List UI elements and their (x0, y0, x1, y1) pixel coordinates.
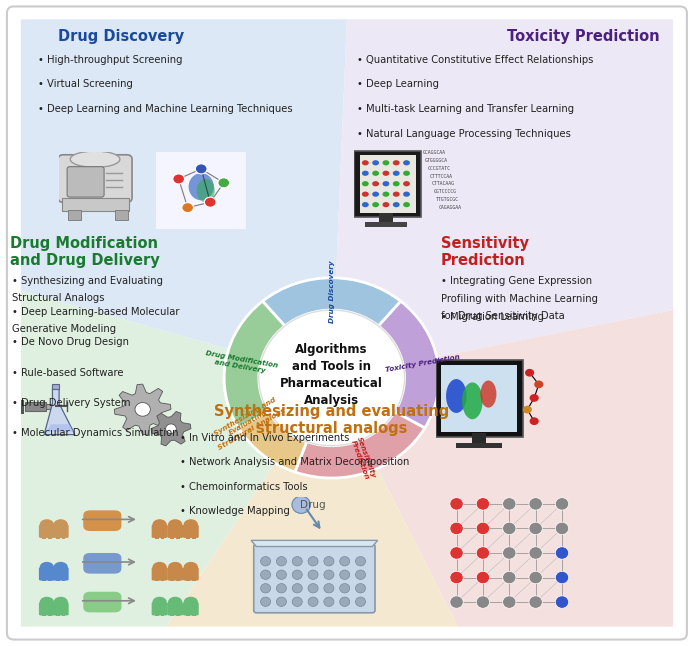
Polygon shape (21, 291, 332, 627)
Text: • Knowledge Mapping: • Knowledge Mapping (181, 506, 290, 516)
Text: Drug Discovery: Drug Discovery (58, 29, 185, 44)
Text: • Deep Learning and Machine Learning Techniques: • Deep Learning and Machine Learning Tec… (38, 104, 293, 114)
Text: • Multi-task Learning and Transfer Learning: • Multi-task Learning and Transfer Learn… (357, 104, 575, 114)
Polygon shape (21, 19, 347, 378)
Wedge shape (379, 301, 439, 428)
Wedge shape (224, 360, 307, 472)
Text: • Migration Learning: • Migration Learning (440, 312, 544, 322)
Polygon shape (332, 310, 673, 627)
Text: Drug Modification
and Delivery: Drug Modification and Delivery (204, 350, 278, 376)
Text: • High-throughput Screening: • High-throughput Screening (38, 55, 183, 65)
Text: Generative Modeling: Generative Modeling (13, 324, 117, 333)
Text: • Integrating Gene Expression: • Integrating Gene Expression (440, 276, 592, 286)
Circle shape (259, 310, 405, 446)
Text: • Molecular Dynamics Simulation: • Molecular Dynamics Simulation (13, 428, 179, 438)
Text: for Drug Sensitivity Data: for Drug Sensitivity Data (440, 311, 564, 321)
Text: Sensitivity
Prediction: Sensitivity Prediction (440, 236, 528, 268)
Text: • In Vitro and In Vivo Experiments: • In Vitro and In Vivo Experiments (181, 433, 350, 443)
Text: • Rule-based Software: • Rule-based Software (13, 368, 124, 377)
Text: • Synthesizing and Evaluating: • Synthesizing and Evaluating (13, 276, 164, 286)
Wedge shape (262, 278, 401, 326)
Polygon shape (332, 19, 673, 378)
Text: • De Novo Drug Design: • De Novo Drug Design (13, 337, 130, 347)
Text: • Chemoinformatics Tools: • Chemoinformatics Tools (181, 482, 308, 492)
Text: Structural Analogs: Structural Analogs (13, 293, 105, 303)
Polygon shape (167, 378, 458, 627)
Text: Toxicity Prediction: Toxicity Prediction (507, 29, 659, 44)
Text: Sensitivity
Prediction: Sensitivity Prediction (349, 436, 377, 481)
Text: • Network Analysis and Matrix Decomposition: • Network Analysis and Matrix Decomposit… (181, 457, 410, 467)
Text: Drug Modification
and Drug Delivery: Drug Modification and Drug Delivery (10, 236, 160, 268)
Text: Synthesizing and
Evaluating
Structural Analogs: Synthesizing and Evaluating Structural A… (210, 395, 286, 451)
Text: Drug Discovery: Drug Discovery (329, 261, 335, 323)
Text: • Deep Learning: • Deep Learning (357, 79, 440, 89)
Text: • Quantitative Constitutive Effect Relationships: • Quantitative Constitutive Effect Relat… (357, 55, 594, 65)
Wedge shape (224, 301, 285, 428)
Text: Profiling with Machine Learning: Profiling with Machine Learning (440, 294, 598, 304)
Text: Algorithms
and Tools in
Pharmaceutical
Analysis: Algorithms and Tools in Pharmaceutical A… (280, 342, 383, 407)
Text: Synthesizing and evaluating
structural analogs: Synthesizing and evaluating structural a… (214, 404, 449, 436)
Text: • Natural Language Processing Techniques: • Natural Language Processing Techniques (357, 129, 571, 138)
Text: Toxicity Prediction: Toxicity Prediction (385, 353, 460, 373)
Text: • Deep Learning-based Molecular: • Deep Learning-based Molecular (13, 307, 180, 317)
Text: • Virtual Screening: • Virtual Screening (38, 79, 133, 89)
Wedge shape (295, 412, 425, 478)
Text: • Drug Delivery System: • Drug Delivery System (13, 398, 131, 408)
